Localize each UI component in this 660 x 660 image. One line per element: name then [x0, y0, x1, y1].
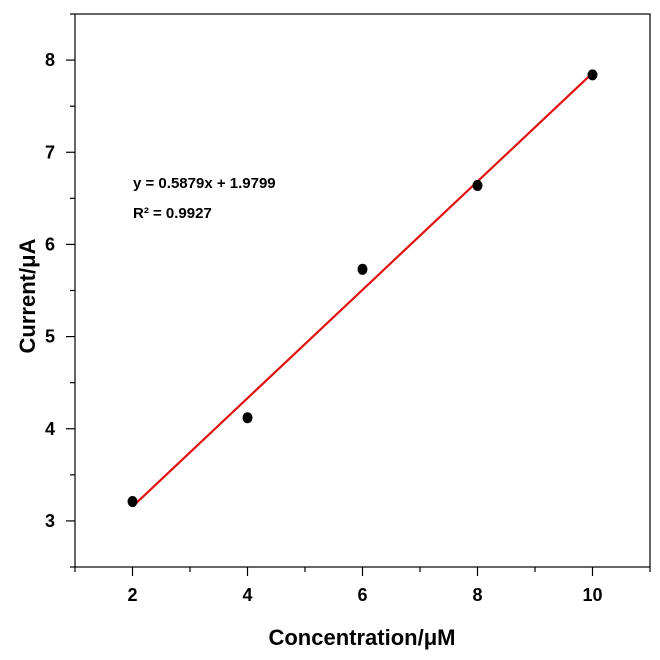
- data-point: [357, 263, 368, 275]
- x-tick-label: 2: [127, 585, 137, 605]
- x-tick-label: 6: [357, 585, 367, 605]
- data-points: [127, 69, 598, 508]
- y-tick-label: 6: [45, 234, 55, 254]
- x-tick-label: 8: [472, 585, 482, 605]
- data-point: [472, 179, 483, 191]
- y-tick-label: 4: [45, 419, 55, 439]
- data-point: [242, 412, 253, 424]
- y-tick-label: 3: [45, 511, 55, 531]
- fit-line: [131, 72, 594, 508]
- y-tick-label: 5: [45, 327, 55, 347]
- x-tick-label: 4: [242, 585, 252, 605]
- data-point: [587, 69, 598, 81]
- fit-equation: y = 0.5879x + 1.9799: [133, 175, 276, 192]
- data-point: [127, 496, 138, 508]
- y-axis-title: Current/μA: [15, 238, 40, 353]
- x-axis-title: Concentration/μM: [268, 625, 455, 650]
- x-tick-label: 10: [582, 585, 602, 605]
- y-tick-label: 8: [45, 50, 55, 70]
- y-axis-tick-labels: 3 4 5 6 7 8: [45, 50, 55, 531]
- y-tick-label: 7: [45, 142, 55, 162]
- x-axis-tick-labels: 2 4 6 8 10: [127, 585, 602, 605]
- r-squared-label: R² = 0.9927: [133, 205, 212, 222]
- y-axis-ticks: [66, 13, 75, 568]
- x-axis-ticks: [74, 567, 651, 576]
